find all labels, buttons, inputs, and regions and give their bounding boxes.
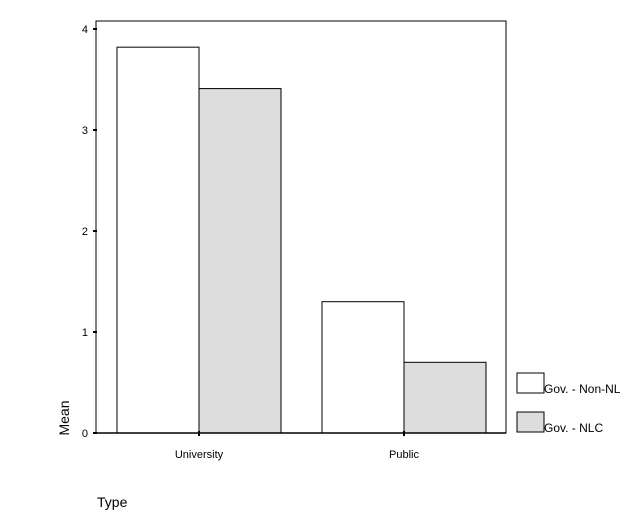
y-axis-title: Mean — [56, 400, 72, 435]
x-tick-label: University — [175, 449, 224, 461]
y-tick-label: 0 — [82, 428, 88, 440]
plot-area — [95, 20, 507, 434]
y-tick-label: 3 — [82, 125, 88, 137]
legend-swatch-1 — [516, 372, 545, 394]
y-tick-label: 1 — [82, 327, 88, 339]
bar-university-series-2 — [198, 88, 282, 434]
y-axis: 0 1 2 3 4 — [82, 21, 97, 440]
bars-group — [116, 46, 487, 434]
y-tick-label: 4 — [82, 24, 88, 36]
legend: Gov. - Non-NL Gov. - NLC — [516, 372, 621, 435]
y-tick-label: 2 — [82, 226, 88, 238]
x-axis: University Public — [175, 431, 419, 461]
bar-university-series-1 — [116, 46, 200, 434]
x-tick-label: Public — [389, 449, 419, 461]
legend-label-1: Gov. - Non-NL — [544, 382, 621, 396]
legend-swatch-2 — [516, 411, 545, 433]
bar-public-series-2 — [403, 361, 487, 434]
legend-label-2: Gov. - NLC — [544, 421, 603, 435]
bar-public-series-1 — [321, 301, 405, 434]
x-axis-title: Type — [97, 494, 128, 510]
